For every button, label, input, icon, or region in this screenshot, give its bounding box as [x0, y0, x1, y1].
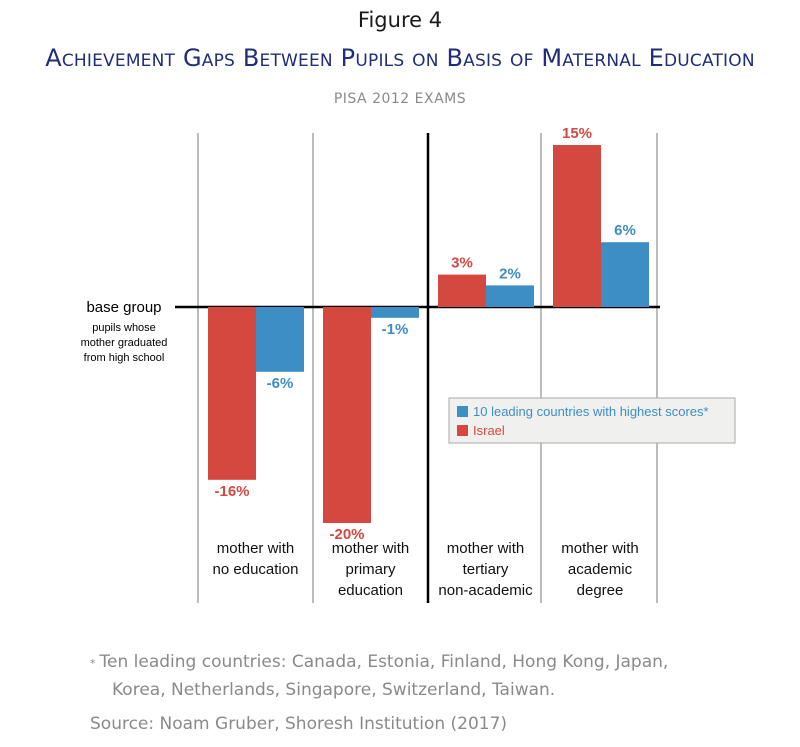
- data-label: -1%: [382, 321, 409, 338]
- data-label: 3%: [451, 255, 473, 272]
- data-label: -20%: [329, 526, 364, 543]
- legend-entry: Israel: [473, 423, 505, 438]
- category-label: academic: [568, 561, 633, 578]
- legend-box: [448, 397, 736, 444]
- category-label: mother with: [332, 540, 410, 557]
- bar-chart: base group pupils whose mother graduated fr…: [81, 125, 736, 603]
- data-label: 15%: [562, 125, 592, 142]
- data-label: -6%: [267, 375, 294, 392]
- category-label: mother with: [447, 540, 525, 557]
- category-label: education: [338, 582, 403, 599]
- leading-countries-bar: [371, 307, 419, 318]
- footnote-line-1: Ten leading countries: Canada, Estonia, …: [99, 652, 669, 672]
- leading-countries-bar: [256, 307, 304, 372]
- leading-countries-bar: [601, 242, 649, 307]
- category-label: mother with: [217, 540, 295, 557]
- data-label: 6%: [614, 222, 636, 239]
- category-label: non-academic: [438, 582, 533, 599]
- source-note: Source: Noam Gruber, Shoresh Institution…: [90, 714, 508, 734]
- figure-label: Figure 4: [357, 8, 443, 32]
- data-label: -16%: [214, 483, 249, 500]
- chart-subtitle: PISA 2012 EXAMS: [333, 91, 467, 107]
- footnote: * Ten leading countries: Canada, Estonia,…: [90, 648, 750, 704]
- footnote-marker: *: [90, 657, 96, 670]
- baseline-sublabel: mother graduated: [81, 337, 168, 349]
- data-label: 2%: [499, 265, 521, 282]
- category-label: tertiary: [463, 561, 509, 578]
- legend-swatch-leading: [457, 406, 468, 417]
- category-label: no education: [213, 561, 299, 578]
- israel-bar: [323, 307, 371, 523]
- israel-bar: [438, 274, 486, 307]
- footnote-line-2: Korea, Netherlands, Singapore, Switzerla…: [112, 680, 556, 700]
- baseline-sublabel: from high school: [84, 352, 165, 364]
- category-label: degree: [577, 582, 624, 599]
- israel-bar: [553, 145, 601, 307]
- baseline-sublabel: pupils whose: [92, 322, 156, 334]
- chart-title: Achievement Gaps Between Pupils on Basis…: [45, 44, 755, 72]
- legend-swatch-israel: [457, 425, 468, 436]
- legend-entry: 10 leading countries with highest scores…: [473, 404, 709, 419]
- category-label: mother with: [561, 540, 639, 557]
- israel-bar: [208, 307, 256, 480]
- leading-countries-bar: [486, 285, 534, 307]
- category-label: primary: [345, 561, 396, 578]
- baseline-label: base group: [86, 299, 161, 316]
